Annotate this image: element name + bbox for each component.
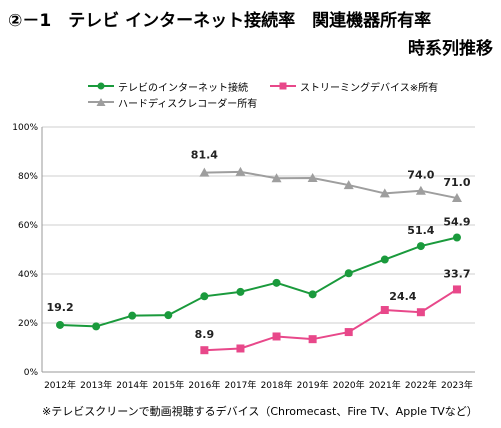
legend-label-streaming: ストリーミングデバイス※所有: [300, 82, 439, 94]
x-tick-label: 2015年: [152, 379, 184, 391]
data-point: [380, 255, 389, 264]
y-tick-label: 80%: [18, 172, 38, 182]
legend-swatch-circle-icon: [88, 82, 114, 90]
data-point: [164, 311, 173, 320]
footnote: ※テレビスクリーンで動画視聴するデバイス（Chromecast、Fire TV、…: [42, 405, 478, 418]
data-point: [272, 278, 281, 287]
x-tick-label: 2013年: [80, 379, 112, 391]
y-tick-label: 0%: [24, 368, 39, 378]
data-point: [380, 306, 389, 315]
data-point: [416, 308, 425, 317]
x-tick-label: 2021年: [369, 379, 401, 391]
legend-item-streaming: ストリーミングデバイス※所有: [270, 78, 438, 94]
data-label: 33.7: [443, 267, 470, 280]
y-tick-label: 60%: [18, 221, 38, 231]
x-tick-label: 2017年: [225, 379, 257, 391]
data-point: [452, 233, 461, 242]
legend-item-hdd-recorder: ハードディスクレコーダー所有: [88, 94, 438, 110]
y-tick-label: 40%: [18, 270, 38, 280]
data-point: [452, 285, 461, 294]
data-point: [235, 166, 246, 176]
legend-swatch-triangle-icon: [88, 98, 114, 106]
data-point: [379, 188, 390, 198]
data-point: [92, 322, 101, 331]
y-tick-label: 100%: [12, 123, 38, 133]
legend-label-tv-internet: テレビのインターネット接続: [118, 82, 248, 94]
data-point: [344, 328, 353, 337]
data-point: [236, 344, 245, 353]
chart-title-line-1: ②－1 テレビ インターネット接続率 関連機器所有率: [8, 11, 432, 31]
series-line-1: [204, 288, 458, 352]
data-point: [128, 311, 137, 320]
legend-item-tv-internet: テレビのインターネット接続: [88, 78, 248, 94]
y-tick-label: 20%: [18, 319, 38, 329]
data-label: 51.4: [407, 224, 434, 237]
x-tick-label: 2020年: [333, 379, 365, 391]
data-point: [307, 172, 318, 182]
data-label: 54.9: [443, 215, 470, 228]
x-tick-label: 2016年: [188, 379, 220, 391]
data-point: [343, 180, 354, 190]
data-point: [56, 320, 65, 329]
data-label: 24.4: [389, 290, 416, 303]
data-label: 71.0: [443, 176, 470, 189]
data-point: [272, 332, 281, 341]
data-label: 8.9: [195, 328, 215, 341]
x-tick-label: 2014年: [116, 379, 148, 391]
legend-swatch-square-icon: [270, 82, 296, 90]
data-point: [271, 173, 282, 183]
x-tick-label: 2019年: [297, 379, 329, 391]
data-point: [236, 287, 245, 296]
chart-title-line-2: 時系列推移: [408, 39, 493, 59]
data-point: [308, 335, 317, 344]
data-label: 81.4: [191, 149, 218, 162]
x-tick-label: 2018年: [261, 379, 293, 391]
series-line-0: [60, 236, 458, 328]
legend: テレビのインターネット接続 ストリーミングデバイス※所有 ハードディスクレコーダ…: [88, 78, 438, 110]
data-point: [451, 193, 462, 203]
x-tick-label: 2023年: [441, 379, 473, 391]
data-point: [344, 269, 353, 278]
data-point: [200, 346, 209, 355]
data-point: [200, 292, 209, 301]
data-point: [416, 242, 425, 251]
data-label: 74.0: [407, 169, 434, 182]
data-point: [199, 167, 210, 177]
series-line-2: [204, 170, 458, 200]
x-tick-label: 2012年: [44, 379, 76, 391]
data-point: [308, 290, 317, 299]
data-point: [415, 185, 426, 195]
x-tick-label: 2022年: [405, 379, 437, 391]
legend-label-hdd-recorder: ハードディスクレコーダー所有: [118, 98, 258, 110]
data-label: 19.2: [46, 301, 73, 314]
